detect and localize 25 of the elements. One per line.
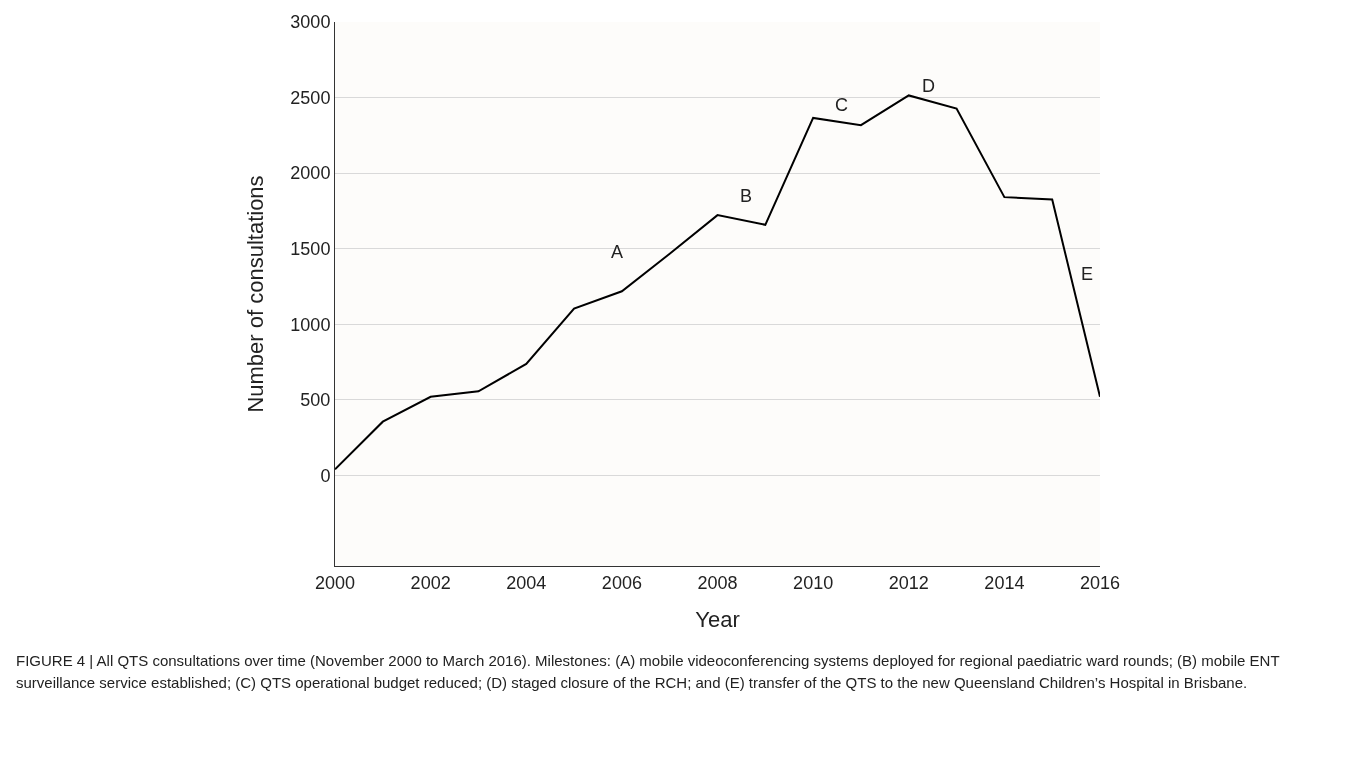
annotation: C [835, 95, 848, 115]
y-tick-label: 1000 [290, 314, 331, 335]
annotation: E [1081, 264, 1094, 284]
y-tick-label: 0 [320, 465, 331, 486]
x-tick-label: 2000 [314, 572, 356, 593]
y-tick-label: 3000 [290, 12, 331, 33]
y-axis-title: Number of consultations [243, 175, 269, 413]
x-tick-label: 2004 [506, 572, 547, 593]
x-tick-label: 2006 [601, 572, 642, 593]
annotation: B [740, 186, 753, 206]
x-tick-label: 2016 [1079, 572, 1121, 593]
y-tick-label: 2500 [290, 87, 331, 108]
annotation: A [611, 242, 624, 262]
y-tick-label: 1500 [290, 238, 331, 259]
y-tick-label: 500 [300, 390, 331, 411]
caption: FIGURE 4 | All QTS consultations over time (November 2000 to March 2016). Milestones: (A) mobile videoconferencing systems deployed for regional paediatric ward rounds; (B) mobile ENT surveillance service established; (C) QTS operational budget reduced; (D) staged closure of the RCH; and (E) transfer of the QTS to the new Queensland Children’s Hospital in Brisbane. [16, 651, 1281, 693]
y-tick-label: 2000 [290, 163, 331, 184]
x-tick-label: 2014 [984, 572, 1025, 593]
x-axis-title: Year [695, 607, 740, 633]
x-tick-label: 2008 [697, 572, 738, 593]
line-series [335, 94, 1100, 471]
x-tick-label: 2012 [888, 572, 929, 593]
x-tick-label: 2002 [410, 572, 451, 593]
annotation: D [922, 76, 935, 96]
x-tick-label: 2010 [793, 572, 834, 593]
